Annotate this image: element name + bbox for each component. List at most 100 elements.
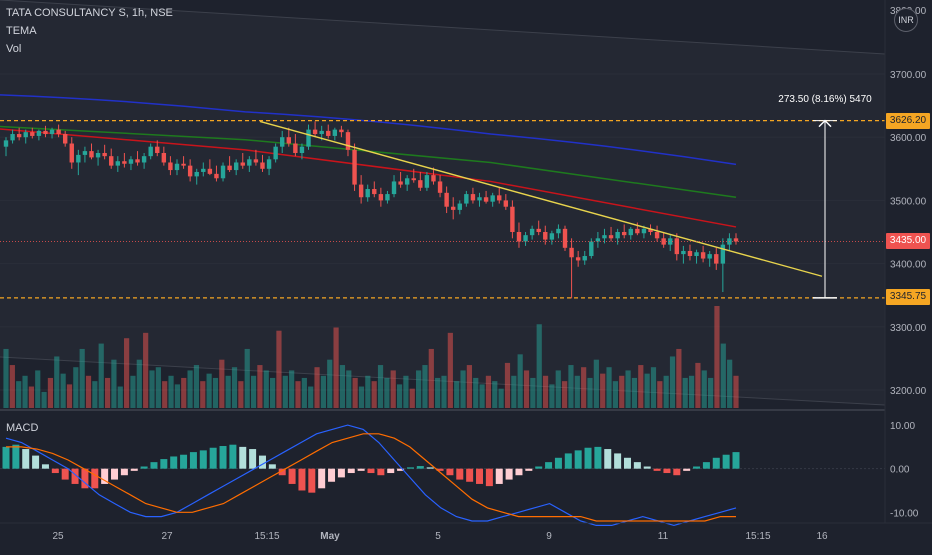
volume-bar	[396, 384, 403, 408]
candle-body	[457, 203, 462, 210]
volume-bar	[358, 386, 365, 408]
volume-bar	[85, 375, 92, 408]
candle-body	[411, 178, 416, 181]
candle-body	[168, 162, 173, 171]
volume-bar	[676, 348, 682, 408]
volume-bar	[212, 377, 219, 408]
volume-bar	[460, 370, 466, 408]
volume-bar	[536, 324, 542, 408]
time-axis: 25 27 15:15 May 5 9 11 15:15 16	[52, 531, 828, 542]
volume-bar	[492, 381, 498, 408]
volume-bar	[276, 330, 282, 408]
candle-body	[641, 228, 647, 234]
macd-histogram-bar	[318, 468, 326, 489]
candle-body	[115, 161, 121, 166]
volume-bar	[206, 373, 212, 408]
candle-body	[122, 161, 127, 164]
volume-bar	[124, 338, 130, 408]
candle-body	[227, 165, 232, 171]
volume-bar	[600, 373, 606, 408]
candle-body	[30, 132, 35, 136]
candle-body	[391, 181, 397, 195]
macd-histogram-bar	[633, 462, 641, 469]
candle-body	[707, 254, 712, 259]
volume-bar	[282, 375, 288, 408]
macd-histogram-bar	[505, 468, 513, 480]
candle-body	[733, 238, 739, 242]
last-price-tag: 3435.00	[886, 233, 930, 249]
macd-histogram-bar	[249, 449, 257, 469]
time-tick-label: 16	[816, 531, 828, 542]
candles	[3, 121, 739, 299]
candle-body	[174, 163, 180, 171]
candle-body	[575, 257, 581, 261]
macd-histogram-bar	[722, 454, 730, 469]
currency-badge[interactable]: INR	[894, 8, 918, 32]
candle-body	[214, 173, 219, 179]
candle-body	[326, 130, 331, 136]
candle-body	[523, 235, 528, 242]
volume-bar	[327, 359, 333, 408]
volume-bar	[181, 377, 187, 408]
volume-bar	[428, 348, 434, 408]
candle-body	[102, 153, 107, 157]
moving-average-red	[0, 128, 737, 228]
candle-body	[332, 129, 338, 136]
volume-bar	[136, 359, 142, 408]
candle-body	[148, 146, 153, 157]
volume-bar	[435, 377, 441, 408]
volume-bars	[3, 306, 739, 408]
candle-body	[345, 132, 351, 150]
volume-bar	[708, 377, 714, 408]
volume-bar	[479, 384, 485, 408]
candle-body	[516, 232, 522, 242]
macd-histogram-bar	[693, 466, 701, 469]
candle-body	[201, 168, 206, 172]
candle-body	[654, 232, 660, 239]
macd-histogram-bar	[219, 446, 227, 469]
volume-bar	[555, 370, 561, 408]
macd-histogram-bar	[278, 468, 286, 476]
macd-histogram-bar	[673, 468, 681, 476]
volume-bar	[289, 370, 295, 408]
macd-pane	[0, 424, 885, 527]
volume-bar	[720, 343, 726, 408]
candle-body	[194, 171, 199, 177]
candle-body	[352, 149, 357, 185]
price-axis: 3200.00 3300.00 3400.00 3500.00 3600.00 3700.…	[890, 70, 927, 397]
macd-histogram-bar	[614, 453, 622, 469]
indicator-vol-label[interactable]: Vol	[6, 43, 22, 55]
candle-body	[569, 247, 574, 258]
volume-bar	[244, 348, 250, 408]
macd-histogram-bar	[584, 447, 592, 469]
candle-body	[240, 162, 245, 166]
candle-body	[266, 159, 272, 169]
candle-body	[694, 252, 699, 257]
candle-body	[128, 159, 134, 164]
candle-body	[628, 228, 633, 236]
candle-body	[595, 238, 601, 242]
macd-histogram-bar	[406, 467, 414, 469]
indicator-tema-label[interactable]: TEMA	[6, 25, 37, 37]
volume-bar	[174, 384, 180, 408]
candle-body	[62, 134, 68, 144]
macd-histogram-bar	[357, 468, 365, 471]
support-price-tag: 3345.75	[886, 289, 930, 305]
symbol-title[interactable]: TATA CONSULTANCY S, 1h, NSE	[6, 7, 173, 19]
trend-line	[259, 120, 823, 277]
time-tick-label: 25	[52, 531, 64, 542]
macd-histogram-bar	[337, 468, 345, 478]
volume-bar	[301, 377, 307, 408]
candle-body	[589, 241, 594, 257]
volume-bar	[657, 381, 663, 408]
candle-body	[319, 130, 324, 135]
indicator-macd-label[interactable]: MACD	[6, 422, 39, 434]
volume-bar	[384, 377, 390, 408]
macd-histogram-bar	[32, 455, 40, 469]
volume-bar	[16, 381, 22, 408]
macd-tick-label: 0.00	[890, 465, 910, 476]
volume-bar	[612, 381, 618, 408]
candle-body	[404, 178, 410, 185]
price-tick-label: 3400.00	[890, 260, 927, 271]
